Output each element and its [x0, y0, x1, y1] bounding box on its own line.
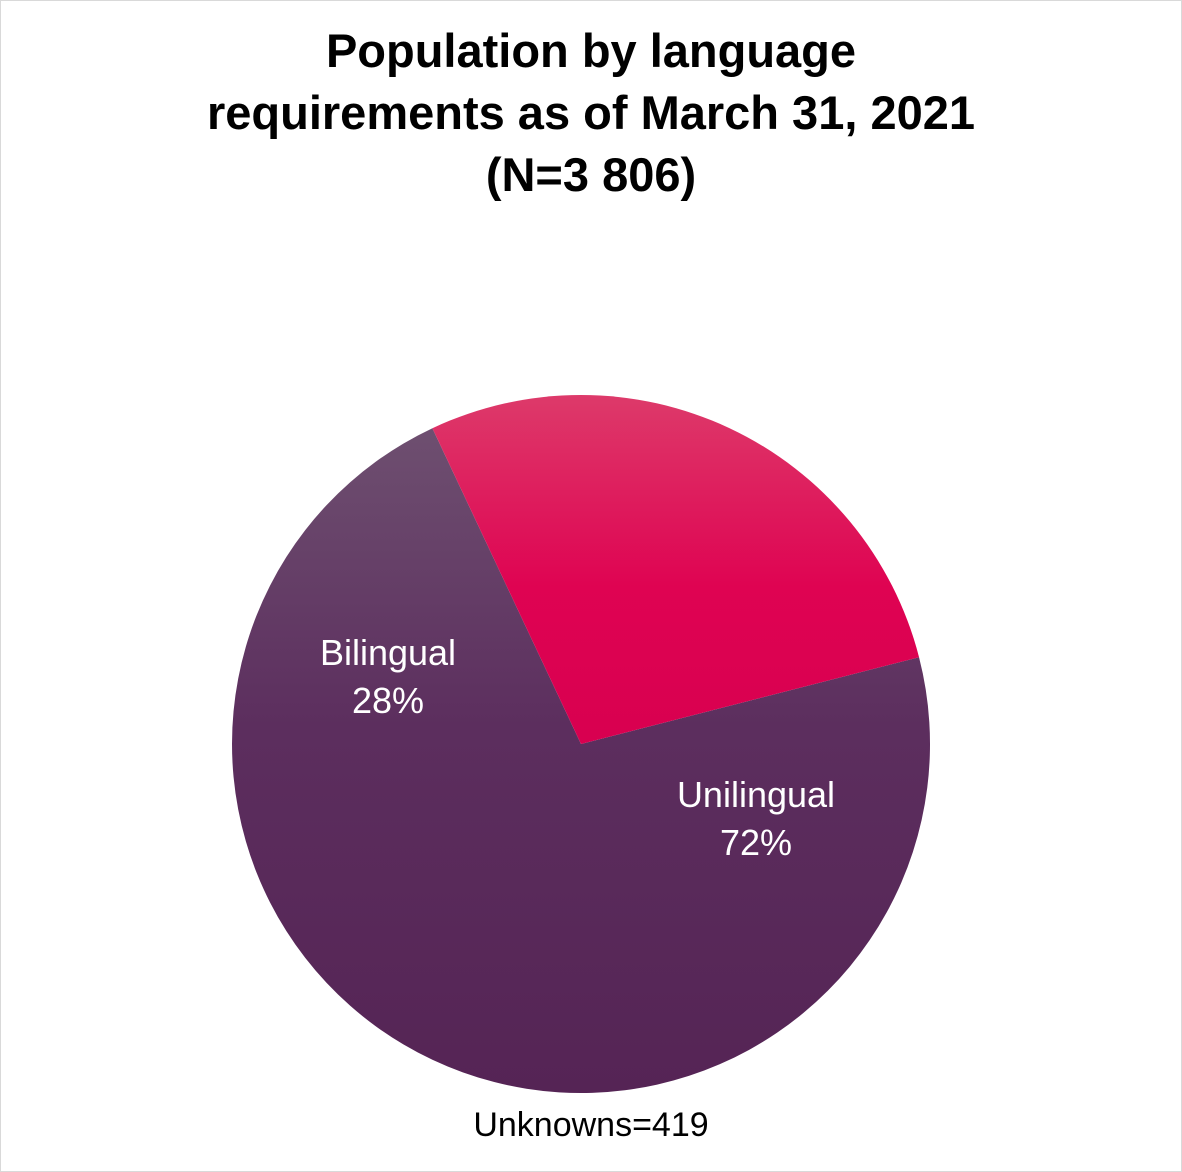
pie-slices	[232, 395, 931, 1094]
chart-title-line-2: requirements as of March 31, 2021	[206, 86, 976, 139]
chart-title-line-3: (N=3 806)	[485, 148, 697, 201]
slice-label-bilingual-name: Bilingual	[320, 632, 456, 673]
unknowns-footnote: Unknowns=419	[473, 1106, 709, 1144]
chart-title: Population by language requirements as o…	[0, 20, 1182, 206]
slice-label-bilingual-value: 28%	[352, 680, 424, 721]
pie-labels: Bilingual 28% Unilingual 72%	[320, 632, 835, 863]
pie-slice-unilingual	[232, 428, 931, 1094]
slice-label-unilingual-value: 72%	[720, 822, 792, 863]
pie-slice-bilingual	[432, 395, 920, 744]
slice-label-unilingual-name: Unilingual	[677, 774, 835, 815]
chart-title-line-1: Population by language	[325, 24, 857, 77]
